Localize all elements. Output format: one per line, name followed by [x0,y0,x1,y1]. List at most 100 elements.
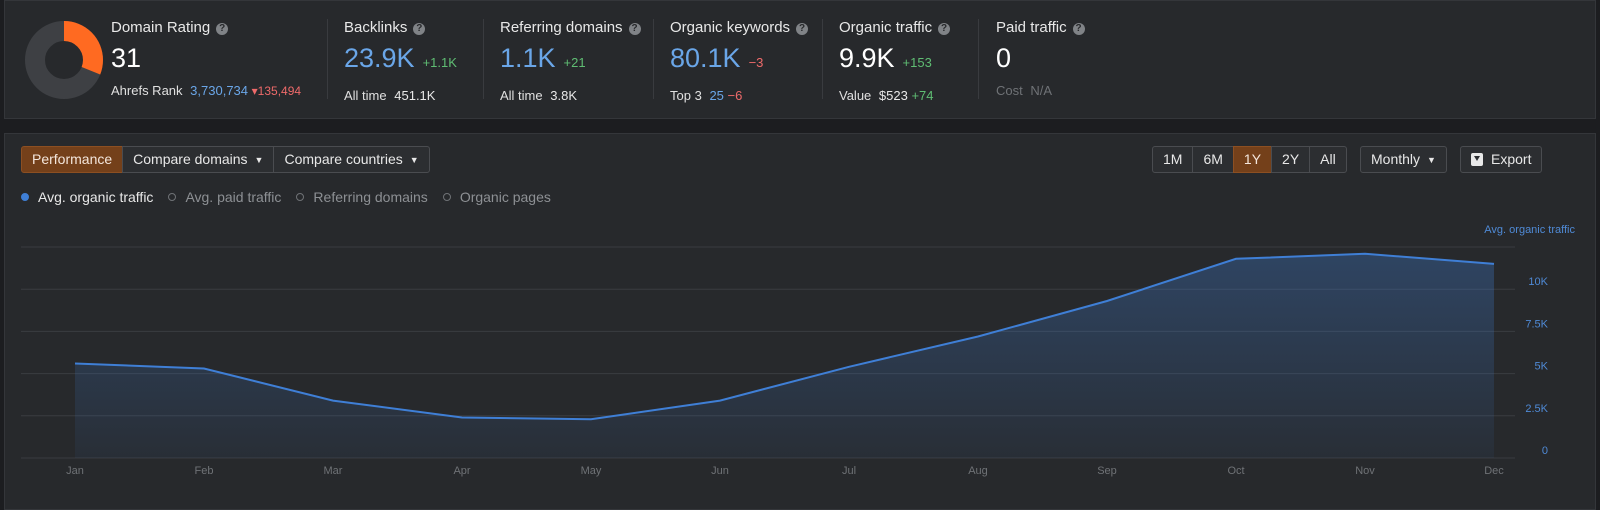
referring-domains-sub-value: 3.8K [550,88,577,103]
organic-keywords-sub-label: Top 3 [670,88,702,103]
compare-domains-dropdown[interactable]: Compare domains ▼ [122,146,275,173]
organic-traffic-sub-delta: +74 [911,88,934,103]
organic-traffic-delta: +153 [902,55,932,70]
help-icon[interactable]: ? [216,23,229,35]
ahrefs-rank-delta: 135,494 [257,84,302,98]
metric-paid-traffic: Paid traffic? 0 Cost N/A [996,19,1085,98]
x-tick-label: May [581,465,602,477]
export-label: Export [1491,151,1532,167]
legend-item-referring-domains[interactable]: Referring domains [296,189,428,205]
x-tick-label: Jun [711,465,729,477]
organic-keywords-sub-value[interactable]: 25 [709,88,724,103]
radio-dot-icon [296,193,305,201]
x-tick-label: Sep [1097,465,1117,477]
help-icon[interactable]: ? [413,23,426,35]
backlinks-value[interactable]: 23.9K [344,43,415,73]
radio-dot-icon [442,193,451,201]
compare-countries-label: Compare countries [284,151,403,167]
referring-domains-value[interactable]: 1.1K [500,43,556,73]
arrow-down-icon: ▾ [251,84,258,98]
help-icon[interactable]: ? [628,23,641,35]
x-tick-label: Apr [453,465,470,477]
organic-keywords-sub-delta: −6 [727,88,743,103]
y-tick-label: 2.5K [1525,403,1548,415]
organic-keywords-delta: −3 [748,55,764,70]
y-tick-label: 0 [1542,445,1548,457]
ahrefs-rank-value[interactable]: 3,730,734 [190,83,249,98]
help-icon[interactable]: ? [938,23,951,35]
traffic-area-chart: 0 2.5K 5K 7.5K 10K Jan Feb Mar Apr May Jun Jul Aug Se… [21,246,1549,477]
metric-domain-rating: Domain Rating? 31 Ahrefs Rank 3,730,734 … [111,19,301,98]
interval-dropdown[interactable]: Monthly ▼ [1360,146,1447,173]
range-buttons: 1M 6M 1Y 2Y All [1152,146,1347,173]
referring-domains-delta: +21 [563,55,586,70]
y-tick-label: 5K [1535,361,1549,373]
divider [978,19,979,99]
chart-legend: Avg. organic traffic Avg. paid traffic R… [21,189,566,205]
legend-label: Avg. organic traffic [38,189,154,205]
caret-down-icon: ▼ [254,155,264,165]
x-tick-label: Dec [1484,465,1504,477]
export-group: Export [1460,146,1543,173]
divider [822,19,823,99]
paid-traffic-value: 0 [996,43,1012,73]
organic-keywords-value[interactable]: 80.1K [670,43,741,73]
y-axis-title: Avg. organic traffic [1484,224,1575,236]
x-tick-label: Aug [968,465,988,477]
x-tick-label: Nov [1355,465,1375,477]
organic-traffic-sub-value: $523 [878,88,908,103]
divider [653,19,654,99]
legend-item-avg-organic-traffic[interactable]: Avg. organic traffic [21,189,153,205]
caret-down-icon: ▼ [409,155,419,165]
x-tick-label: Jan [66,465,84,477]
radio-dot-icon [21,193,29,201]
metrics-bar: Domain Rating? 31 Ahrefs Rank 3,730,734 … [4,0,1596,119]
help-icon[interactable]: ? [1072,23,1085,35]
y-tick-label: 10K [1528,276,1548,288]
paid-traffic-sub-label: Cost [996,83,1023,98]
divider [327,19,328,99]
organic-traffic-sub-label: Value [839,88,872,103]
legend-label: Referring domains [313,189,428,205]
paid-traffic-label: Paid traffic [996,19,1067,36]
referring-domains-sub-label: All time [500,88,543,103]
compare-domains-label: Compare domains [133,151,248,167]
backlinks-sub-value: 451.1K [394,88,436,103]
backlinks-label: Backlinks [344,19,408,36]
organic-traffic-value: 9.9K [839,43,895,73]
donut-fill [25,21,103,99]
range-all-button[interactable]: All [1309,146,1347,173]
range-2y-button[interactable]: 2Y [1271,146,1311,173]
interval-label: Monthly [1371,151,1421,167]
paid-traffic-sub-value: N/A [1030,83,1053,98]
backlinks-delta: +1.1K [422,55,457,70]
domain-rating-value: 31 [111,43,142,73]
legend-item-avg-paid-traffic[interactable]: Avg. paid traffic [168,189,281,205]
referring-domains-label: Referring domains [500,19,623,36]
organic-keywords-label: Organic keywords [670,19,791,36]
metric-backlinks: Backlinks? 23.9K +1.1K All time 451.1K [344,19,457,103]
y-tick-label: 7.5K [1525,318,1548,330]
x-tick-label: Mar [324,465,343,477]
metric-referring-domains: Referring domains? 1.1K +21 All time 3.8K [500,19,641,103]
help-icon[interactable]: ? [796,23,809,35]
backlinks-sub-label: All time [344,88,387,103]
legend-item-organic-pages[interactable]: Organic pages [442,189,551,205]
export-button[interactable]: Export [1460,146,1543,173]
ahrefs-rank-label: Ahrefs Rank [111,83,183,98]
divider [483,19,484,99]
download-icon [1471,153,1483,166]
domain-rating-donut [25,21,103,99]
view-tabs: Performance Compare domains ▼ Compare cou… [21,146,430,173]
caret-down-icon: ▼ [1427,155,1436,165]
domain-rating-label: Domain Rating [111,19,211,36]
series-area-avg-organic-traffic [75,253,1494,458]
legend-label: Avg. paid traffic [185,189,282,205]
performance-chart-panel: Performance Compare domains ▼ Compare cou… [4,133,1596,510]
legend-label: Organic pages [459,189,551,205]
metric-organic-keywords: Organic keywords? 80.1K −3 Top 3 25 −6 [670,19,809,103]
tab-performance[interactable]: Performance [21,146,124,173]
series-line-avg-organic-traffic [74,252,1495,421]
x-tick-label: Feb [195,465,214,477]
compare-countries-dropdown[interactable]: Compare countries ▼ [273,146,430,173]
